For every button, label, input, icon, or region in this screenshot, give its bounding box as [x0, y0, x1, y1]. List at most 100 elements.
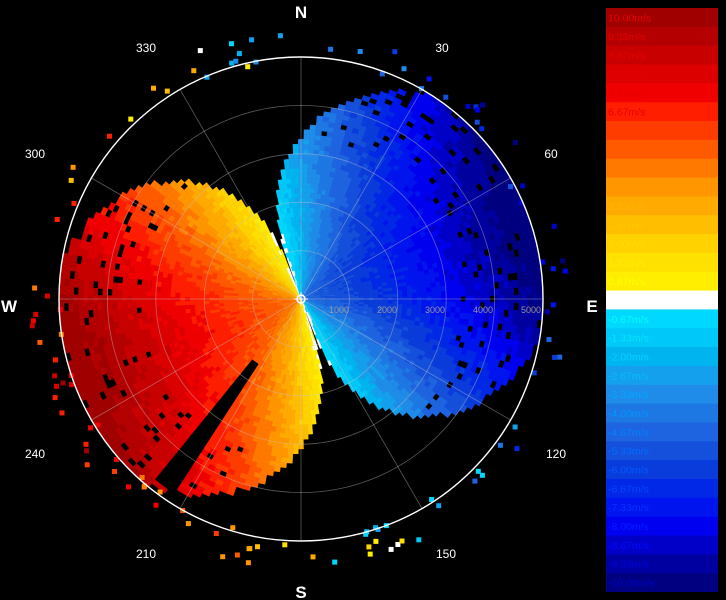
velocity-cell [378, 294, 384, 298]
velocity-cell [305, 385, 310, 392]
velocity-cell [302, 376, 306, 382]
velocity-cell [310, 404, 315, 411]
velocity-cell [286, 414, 292, 420]
velocity-cell [420, 283, 427, 289]
ppi-velocity-plot: N E S W 30 60 120 150 210 240 300 330 10… [1, 3, 598, 600]
velocity-cell [416, 308, 422, 314]
velocity-cell [411, 292, 418, 298]
velocity-cell [302, 405, 308, 411]
velocity-cell [416, 284, 422, 290]
velocity-cell [508, 309, 514, 318]
velocity-cell [420, 279, 427, 285]
velocity-cell [387, 293, 394, 298]
velocity-cell [455, 290, 461, 297]
velocity-cell [464, 278, 471, 285]
velocity-cell [508, 287, 515, 296]
velocity-cell [425, 278, 431, 284]
velocity-cell [448, 317, 455, 324]
velocity-cell [445, 290, 452, 297]
velocity-cell [302, 395, 307, 401]
velocity-cell [292, 443, 299, 450]
velocity-cell [497, 273, 504, 282]
velocity-cell [523, 286, 529, 296]
velocity-cell [473, 313, 480, 322]
velocity-cell [392, 286, 398, 292]
velocity-cell [310, 414, 316, 420]
velocity-cell [455, 306, 461, 314]
velocity-cell [302, 182, 308, 189]
velocity-cell [532, 286, 539, 296]
velocity-cell [311, 173, 317, 180]
velocity-cell [301, 342, 304, 348]
velocity-cell [474, 283, 481, 291]
velocity-cell [305, 395, 311, 401]
velocity-cell [308, 144, 315, 150]
velocity-cell [323, 111, 331, 118]
velocity-cell [302, 177, 308, 184]
velocity-cell [431, 291, 437, 297]
velocity-cell [382, 300, 389, 304]
velocity-cell [440, 291, 447, 297]
velocity-cell [387, 290, 394, 295]
velocity-cell [295, 395, 300, 401]
velocity-cell [293, 429, 299, 435]
velocity-cell [302, 211, 306, 218]
velocity-cell [280, 457, 288, 464]
velocity-cell [294, 414, 300, 421]
velocity-cell [378, 300, 384, 304]
velocity-cell [498, 281, 505, 289]
velocity-cell [307, 173, 313, 179]
velocity-cell [303, 134, 310, 140]
velocity-cell [430, 282, 437, 288]
velocity-cell [307, 428, 314, 435]
velocity-cell [302, 197, 307, 203]
velocity-cell [397, 293, 403, 298]
velocity-cell [303, 143, 310, 150]
velocity-cells [58, 88, 544, 499]
velocity-cell [421, 292, 428, 298]
velocity-cell [469, 289, 476, 297]
velocity-cell [306, 187, 311, 194]
velocity-cell [308, 148, 315, 155]
velocity-cell [449, 311, 456, 319]
velocity-cell [302, 168, 309, 174]
velocity-cell [280, 462, 287, 469]
velocity-cell [434, 276, 441, 283]
velocity-cell [517, 279, 524, 288]
velocity-cell [459, 284, 466, 291]
velocity-cell [512, 279, 519, 289]
velocity-cell [508, 302, 515, 311]
velocity-cell [416, 304, 423, 310]
velocity-cell [469, 283, 476, 291]
velocity-cell [411, 288, 418, 294]
velocity-cell [287, 443, 294, 450]
velocity-cell [478, 276, 485, 284]
velocity-cell [311, 168, 318, 175]
velocity-cell [301, 361, 305, 367]
velocity-cell [301, 347, 305, 353]
velocity-cell [312, 158, 319, 165]
velocity-cell [465, 289, 471, 297]
velocity-cell [293, 424, 300, 430]
velocity-cell [493, 381, 502, 392]
velocity-cell [508, 280, 514, 289]
velocity-cell [416, 300, 423, 306]
velocity-cell [397, 289, 403, 295]
velocity-cell [302, 187, 308, 193]
velocity-cell [306, 400, 311, 406]
velocity-cell [484, 288, 490, 297]
velocity-cell [305, 202, 310, 208]
velocity-cell [483, 282, 490, 290]
velocity-cell [302, 371, 306, 377]
velocity-cell [445, 306, 452, 313]
velocity-cell [288, 428, 295, 435]
velocity-cell [406, 285, 413, 290]
velocity-cell [307, 424, 313, 430]
velocity-cell [302, 419, 308, 426]
velocity-cell [296, 376, 300, 382]
velocity-cell [295, 390, 300, 397]
velocity-cell [459, 312, 466, 320]
velocity-cell [307, 168, 313, 174]
velocity-cell [303, 153, 309, 160]
velocity-cell [306, 177, 312, 184]
